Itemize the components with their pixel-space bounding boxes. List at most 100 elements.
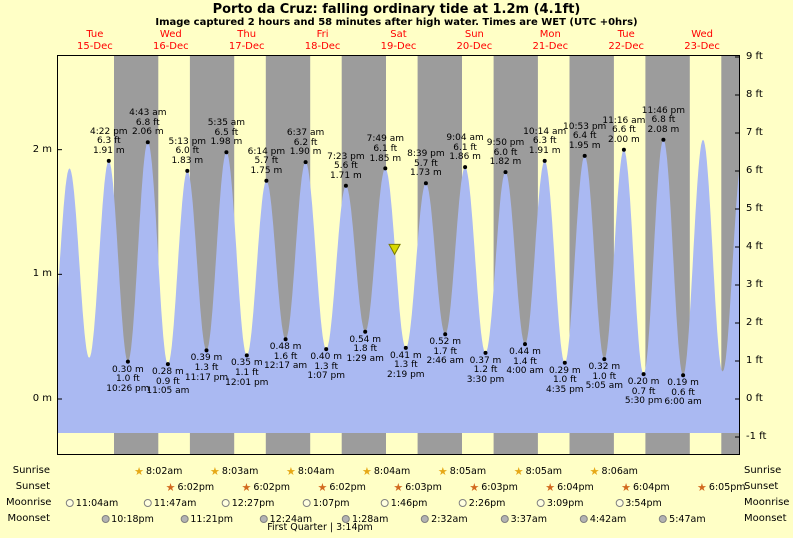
moonset-item: 2:32am: [421, 512, 468, 526]
moonrise-icon: [143, 499, 152, 507]
tide-extreme-dot: [106, 158, 111, 163]
moonset-time: 10:18pm: [111, 513, 154, 525]
moonrise-icon: [380, 499, 389, 507]
tide-extreme-dot: [542, 158, 547, 163]
moonrise-item: 11:04am: [65, 496, 119, 510]
sunset-time: 6:02pm: [253, 481, 291, 493]
moonset-icon: [341, 515, 350, 523]
moonset-item: 10:18pm: [101, 512, 154, 526]
moonrise-item: 2:26pm: [458, 496, 506, 510]
moonrise-time: 1:46pm: [390, 497, 428, 509]
sunrise-icon: ★: [361, 464, 372, 478]
moonrise-icon: [302, 499, 311, 507]
moonrise-icon: [221, 499, 230, 507]
tide-chart-svg: [57, 55, 740, 455]
moonset-icon: [579, 515, 588, 523]
tide-extreme-dot: [185, 168, 190, 173]
tide-extreme-dot: [523, 342, 527, 347]
sunrise-icon: ★: [134, 464, 145, 478]
moonset-time: 4:42am: [589, 513, 627, 525]
right-axis-label: 2 ft: [746, 317, 763, 328]
sunset-icon: ★: [165, 480, 176, 494]
moon-phase-label: First Quarter | 3:14pm: [267, 522, 373, 533]
tide-extreme-dot: [503, 170, 508, 175]
moonset-icon: [259, 515, 268, 523]
sunset-item: ★ 6:02pm: [166, 480, 215, 494]
moonset-item: 1:28am: [341, 512, 388, 526]
tide-extreme-dot: [145, 140, 150, 145]
tide-extreme-dot: [264, 178, 269, 183]
sunset-time: 6:03pm: [481, 481, 518, 493]
day-label: Fri 18-Dec: [304, 29, 341, 52]
astro-row-label-left: Moonrise: [6, 497, 52, 508]
tide-extreme-dot: [343, 183, 348, 188]
tide-extreme-dot: [283, 337, 288, 342]
sunset-time: 6:02pm: [329, 481, 366, 493]
moonrise-time: 11:47am: [153, 497, 197, 509]
right-axis-label: 6 ft: [746, 165, 763, 176]
sunset-time: 6:02pm: [177, 481, 215, 493]
sunrise-item: ★ 8:04am: [362, 464, 410, 478]
moonrise-time: 3:09pm: [546, 497, 584, 509]
moonrise-item: 11:47am: [143, 496, 197, 510]
sunrise-icon: ★: [513, 464, 524, 478]
sunrise-time: 8:06am: [601, 465, 638, 477]
day-label: Wed 23-Dec: [684, 29, 720, 52]
sunrise-time: 8:02am: [146, 465, 183, 477]
sunset-icon: ★: [241, 480, 252, 494]
chart-border: [57, 55, 740, 455]
sunrise-icon: ★: [286, 464, 296, 478]
tide-extreme-dot: [582, 153, 587, 158]
moonset-item: 11:21pm: [180, 512, 233, 526]
moonrise-time: 11:04am: [75, 497, 119, 509]
sunrise-item: ★ 8:05am: [438, 464, 486, 478]
tide-extreme-dot: [661, 137, 666, 142]
moonrise-time: 1:07pm: [312, 497, 350, 509]
tide-extreme-dot: [443, 332, 448, 337]
moonset-icon: [180, 515, 189, 523]
tide-extreme-dot: [562, 360, 567, 365]
moonrise-item: 3:54pm: [615, 496, 662, 510]
sunset-item: ★ 6:04pm: [621, 480, 670, 494]
tide-extreme-dot: [165, 362, 170, 367]
tide-extreme-dot: [224, 150, 229, 155]
moonrise-time: 3:54pm: [625, 497, 662, 509]
moonset-time: 11:21pm: [190, 513, 234, 525]
sunset-time: 6:05pm: [708, 481, 746, 493]
moonrise-item: 12:27pm: [221, 496, 274, 510]
sunset-time: 6:04pm: [557, 481, 594, 493]
day-labels-row: Tue 15-Dec Wed 16-Dec Thu 17-Dec Fri 18-Dec Sat 1…: [0, 29, 793, 54]
moonset-time: 3:37am: [510, 513, 548, 525]
day-label: Thu 17-Dec: [228, 29, 265, 52]
astro-row-label-right: Moonset: [744, 513, 787, 524]
tide-extreme-dot: [383, 166, 388, 171]
sunrise-item: ★ 8:02am: [134, 464, 182, 478]
tide-extreme-dot: [463, 165, 468, 170]
sunset-time: 6:04pm: [633, 481, 670, 493]
moonset-icon: [101, 515, 110, 523]
sunset-icon: ★: [697, 480, 707, 494]
sunrise-item: ★ 8:06am: [590, 464, 638, 478]
moonset-item: 3:37am: [500, 512, 548, 526]
sunset-icon: ★: [393, 480, 404, 494]
sunset-icon: ★: [545, 480, 556, 494]
day-label: Sat 19-Dec: [380, 29, 417, 52]
tide-extreme-dot: [423, 181, 428, 186]
sunset-icon: ★: [469, 480, 480, 494]
sunset-item: ★ 6:04pm: [545, 480, 594, 494]
astro-row-label-left: Sunset: [15, 481, 50, 492]
sunset-item: ★ 6:02pm: [242, 480, 291, 494]
sunrise-time: 8:04am: [297, 465, 335, 477]
right-axis-label: 5 ft: [746, 203, 763, 214]
sunrise-icon: ★: [210, 464, 220, 478]
moonrise-item: 1:07pm: [302, 496, 350, 510]
tide-extreme-dot: [324, 347, 329, 352]
tide-extreme-dot: [303, 160, 308, 165]
moonrise-time: 2:26pm: [468, 497, 506, 509]
left-axis-label: 2 m: [32, 143, 52, 155]
astro-row-label-right: Sunset: [744, 481, 779, 492]
moonset-icon: [500, 515, 509, 523]
left-axis-label: 1 m: [32, 268, 52, 280]
tide-extreme-dot: [641, 372, 646, 377]
